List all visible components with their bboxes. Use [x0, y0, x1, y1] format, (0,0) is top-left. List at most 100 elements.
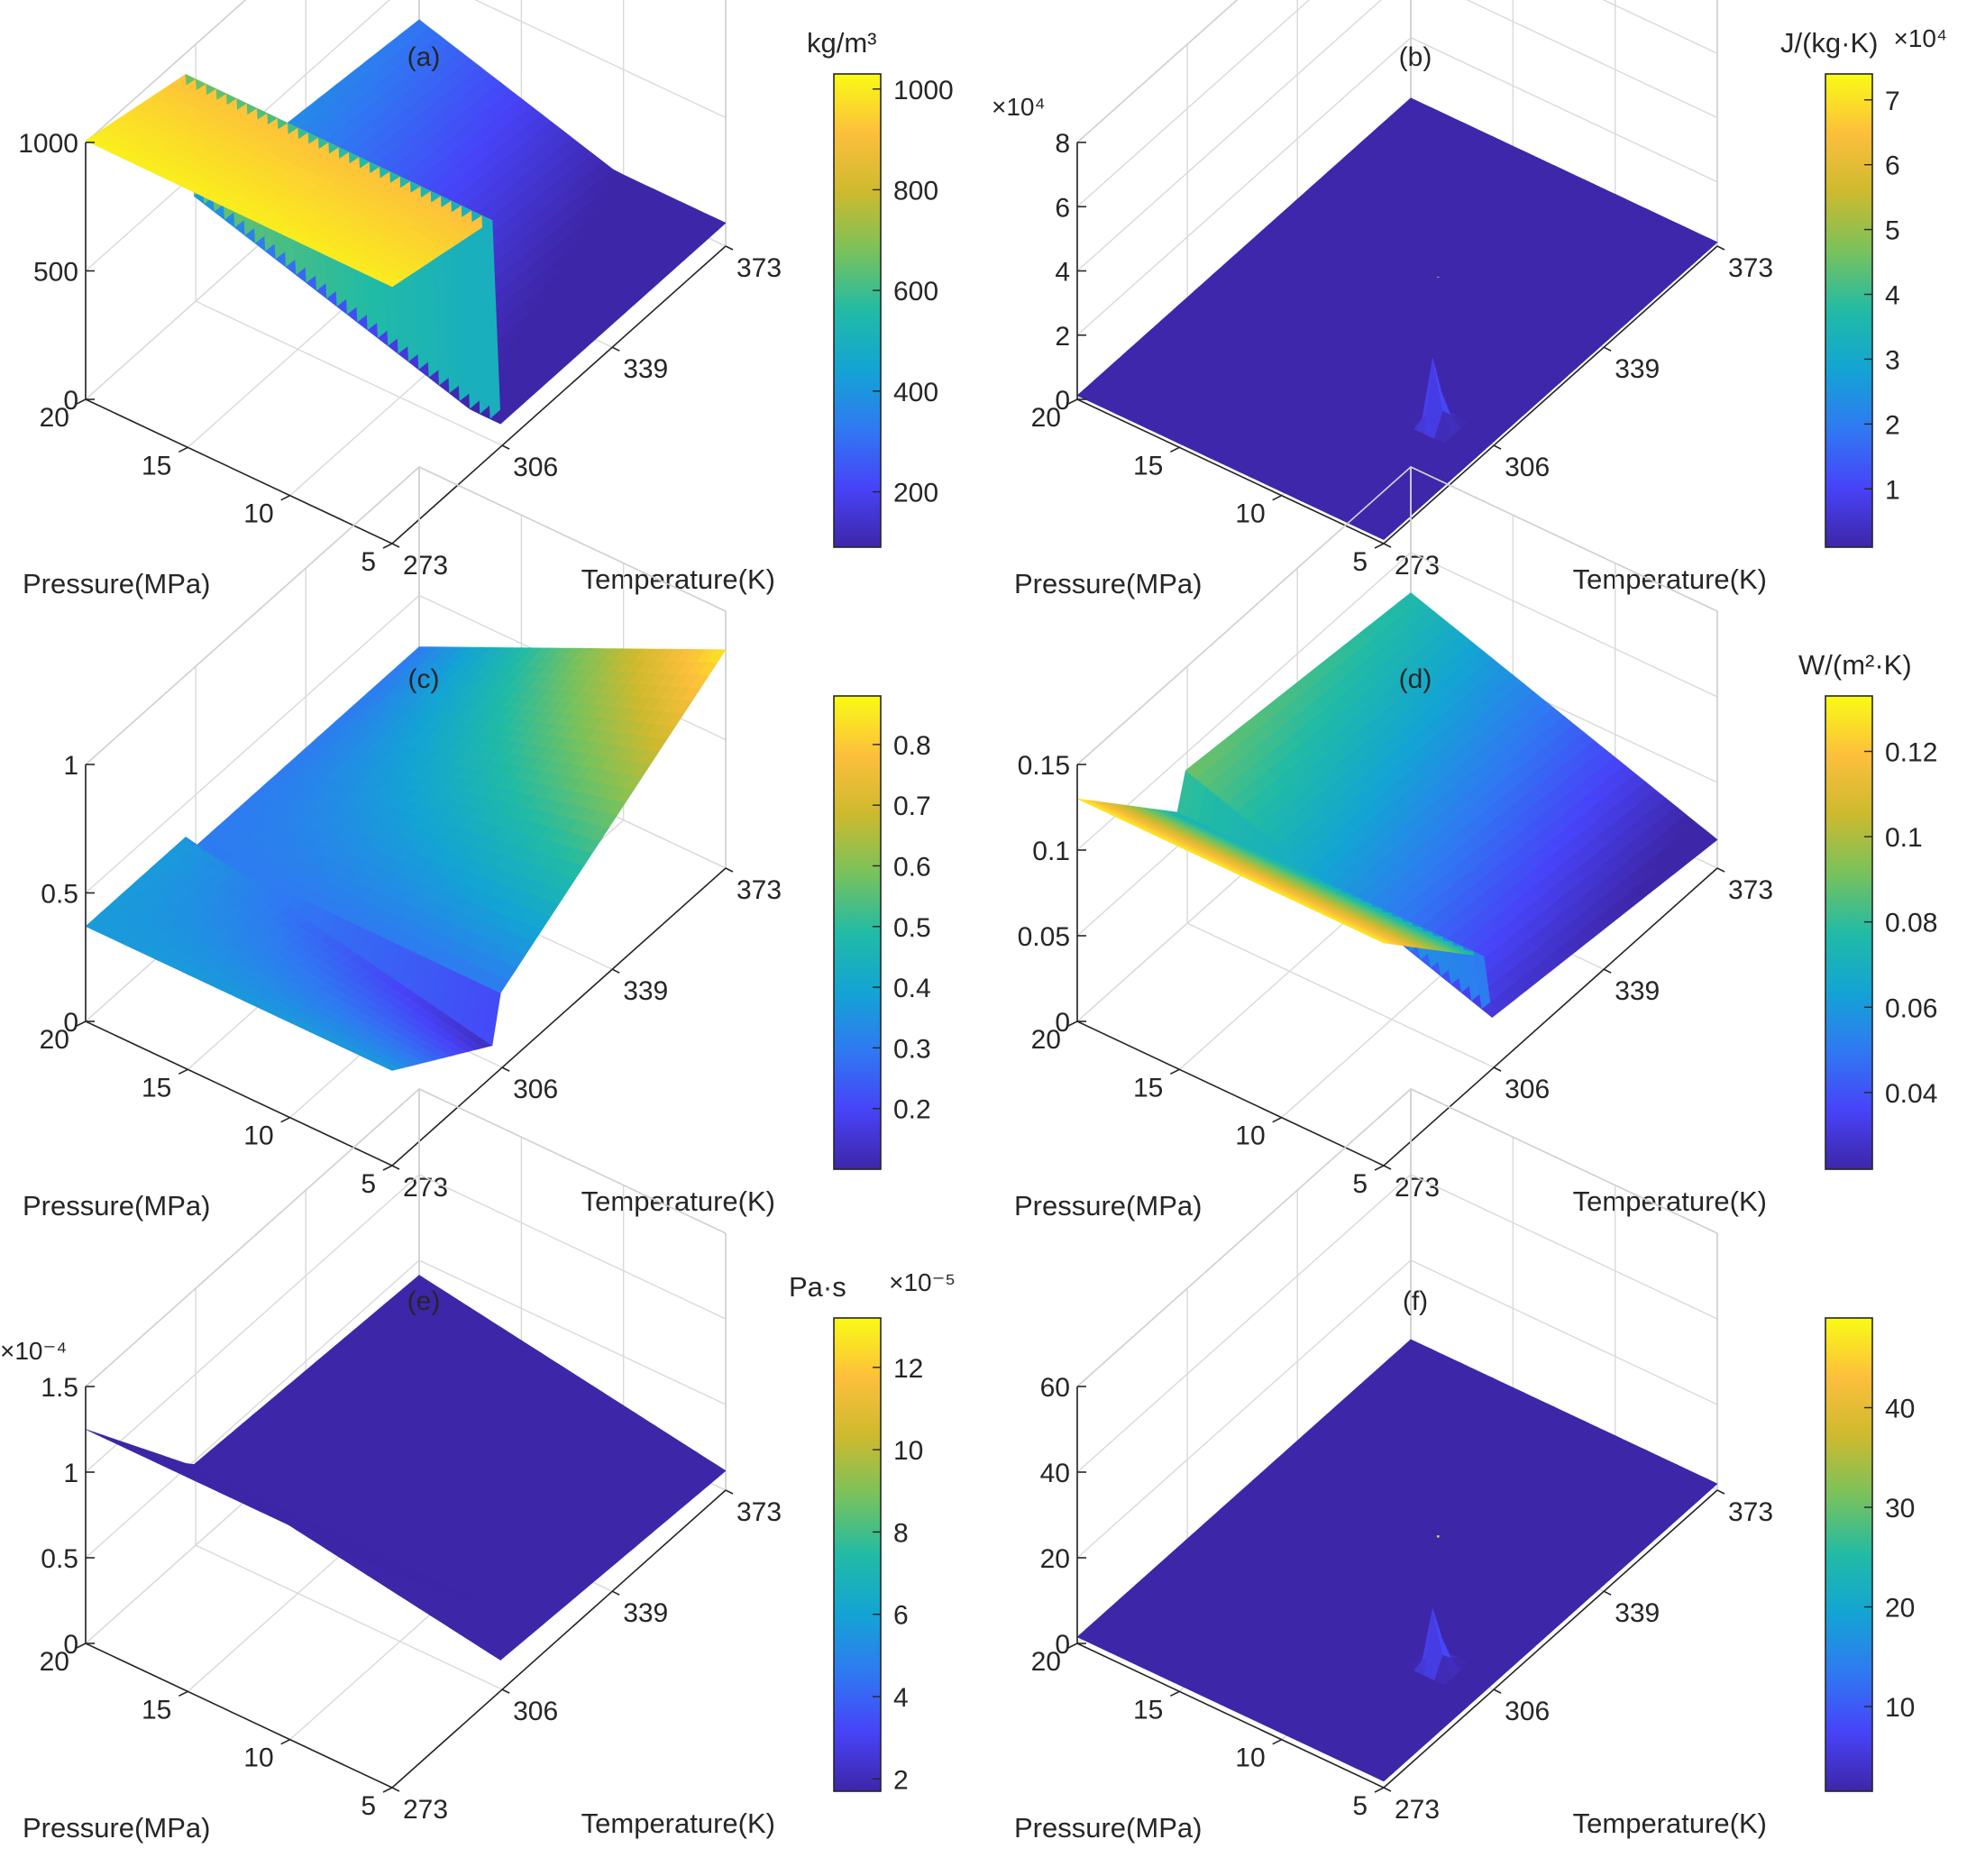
x-tick: [725, 867, 734, 873]
colorbar-tick-label: 200: [893, 479, 938, 508]
colorbar-bar: [833, 695, 882, 1170]
colorbar-tick-label: 5: [1885, 216, 1900, 246]
colorbar-tick-label: 0.8: [893, 731, 931, 761]
x-axis-line: [391, 245, 727, 544]
colorbar-tick-label: 600: [893, 277, 938, 307]
y-tick: [178, 1068, 188, 1075]
colorbar-tick-label: 800: [893, 176, 938, 206]
z-tick-label: 4: [1055, 258, 1070, 288]
y-tick: [1374, 543, 1385, 549]
z-tick-label: 1000: [18, 129, 78, 159]
z-tick-label: 1: [63, 751, 78, 781]
y-axis-label: Pressure(MPa): [23, 1190, 210, 1222]
colorbar-tick-label: 7: [1885, 87, 1900, 116]
x-tick-label: 373: [1728, 253, 1773, 283]
floor-gridline: [195, 300, 503, 446]
y-tick-label: 20: [40, 403, 69, 433]
y-tick: [1169, 446, 1180, 453]
x-axis-label: Temperature(K): [581, 563, 775, 595]
x-tick: [725, 245, 734, 251]
z-tick-label: 2: [1055, 322, 1070, 352]
x-tick: [611, 346, 620, 352]
x-tick: [391, 1165, 400, 1170]
x-tick-label: 373: [736, 875, 782, 905]
z-tick-label: 8: [1055, 129, 1070, 159]
z-tick-label: 0: [63, 386, 78, 416]
colorbar-bar: [833, 73, 882, 548]
x-tick-label: 339: [623, 976, 668, 1006]
colorbar-tick-label: 1000: [893, 76, 954, 105]
y-tick-label: 10: [1235, 499, 1265, 529]
colorbar-unit: kg/m³: [807, 27, 877, 59]
box-edge: [85, 0, 247, 143]
z-tick-label: 0.5: [41, 880, 78, 910]
y-tick-label: 15: [1133, 451, 1163, 480]
panel-a-colorbar: 200 400 600 800 1000 kg/m³: [807, 27, 954, 548]
y-tick: [76, 398, 87, 405]
colorbar-tick-label: 0.6: [893, 852, 931, 882]
panel-b: 273306339373510152002468×10⁴Pressure(MPa…: [992, 0, 1947, 599]
x-axis-label: Temperature(K): [581, 1185, 775, 1217]
x-tick: [1383, 543, 1392, 548]
z-tick-label: 500: [33, 258, 78, 288]
x-tick-label: 306: [513, 1075, 558, 1104]
colorbar-tick-label: 0.3: [893, 1034, 931, 1064]
z-tick-label: 0: [63, 1008, 78, 1038]
panel-a: 273306339373510152005001000Pressure(MPa)…: [18, 0, 954, 599]
panel-c-colorbar: 0.2 0.3 0.4 0.5 0.6 0.7 0.8: [833, 695, 931, 1170]
panel-label: (c): [408, 664, 440, 694]
x-tick: [1603, 346, 1612, 352]
panel-label: (a): [407, 42, 441, 72]
z-multiplier: ×10⁴: [992, 93, 1046, 121]
y-tick-label: 5: [1352, 547, 1368, 577]
panel-label: (b): [1399, 42, 1432, 72]
x-tick-label: 306: [1505, 453, 1550, 482]
y-tick-label: 10: [243, 1121, 273, 1151]
colorbar-bar: [1825, 73, 1873, 548]
y-tick: [382, 543, 393, 549]
colorbar-tick-label: 0.2: [893, 1095, 931, 1125]
y-tick: [178, 446, 188, 453]
x-axis-label: Temperature(K): [1573, 563, 1767, 595]
colorbar-tick-label: 0.7: [893, 792, 931, 821]
y-tick-label: 15: [142, 451, 171, 480]
x-tick: [1716, 245, 1725, 251]
x-tick: [611, 968, 620, 974]
box-edge: [1076, 0, 1239, 143]
z-tick-label: 6: [1055, 193, 1070, 223]
wall-gridline: [1076, 0, 1718, 272]
colorbar-tick-label: 4: [1885, 281, 1900, 311]
y-axis-label: Pressure(MPa): [1014, 568, 1202, 599]
panel-c-surface: [85, 646, 727, 1071]
x-tick-label: 273: [403, 551, 448, 581]
wall-gridline: [1076, 0, 1718, 207]
panel-a-axes: [76, 142, 734, 549]
x-tick-label: 339: [623, 354, 668, 384]
panel-b-surface: [1076, 97, 1718, 541]
x-tick-label: 373: [736, 253, 782, 283]
colorbar-unit: J/(kg·K): [1780, 27, 1879, 59]
colorbar-tick-label: 0.5: [893, 913, 931, 943]
y-tick: [382, 1165, 393, 1171]
surface-patch: [706, 217, 727, 231]
x-tick: [1493, 444, 1502, 450]
y-tick: [280, 1116, 291, 1123]
y-tick: [1272, 494, 1283, 501]
colorbar-tick-label: 6: [1885, 151, 1900, 181]
y-tick-label: 5: [361, 547, 376, 577]
y-tick-label: 15: [142, 1073, 171, 1103]
y-tick: [280, 494, 291, 501]
colorbar-tick-label: 1: [1885, 475, 1900, 505]
colorbar-tick-label: 2: [1885, 410, 1900, 440]
x-tick: [501, 1066, 510, 1072]
y-tick-label: 10: [243, 499, 273, 529]
colorbar-tick-label: 0.4: [893, 974, 931, 1003]
colorbar-multiplier: ×10⁴: [1893, 24, 1947, 52]
y-axis-label: Pressure(MPa): [23, 568, 210, 599]
y-tick-label: 5: [361, 1169, 376, 1199]
colorbar-tick-label: 400: [893, 378, 938, 407]
x-tick: [391, 543, 400, 548]
panel-a-surface: [85, 19, 727, 425]
